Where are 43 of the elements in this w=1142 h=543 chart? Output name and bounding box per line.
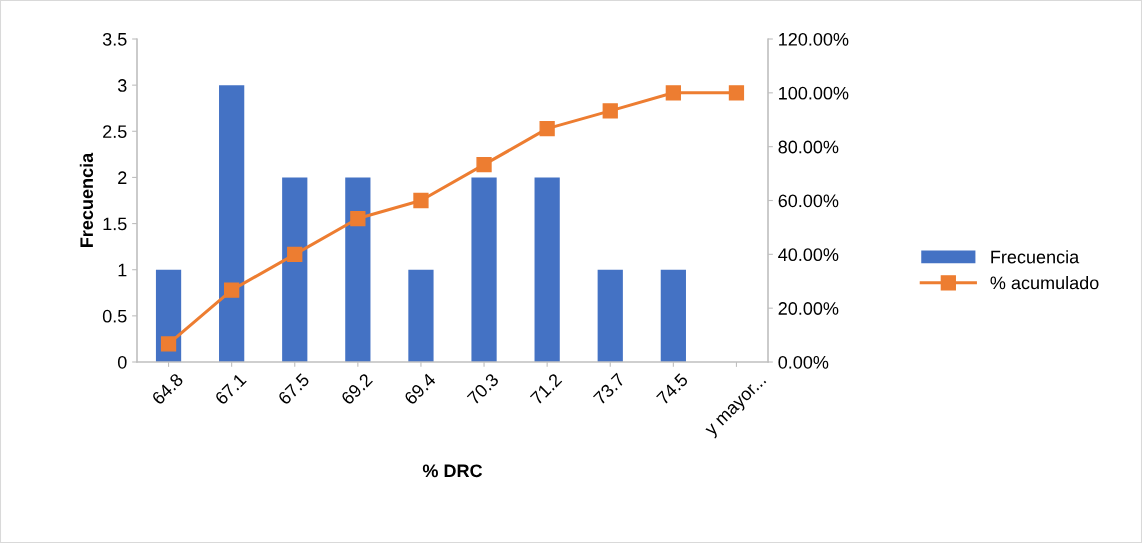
- y2-tick-label: 20.00%: [778, 302, 839, 315]
- y2-tick-label: 80.00%: [778, 140, 839, 154]
- y-tick-label: 1.5: [103, 217, 127, 231]
- y2-tick-label: 100.00%: [779, 86, 849, 100]
- bar: [534, 177, 560, 362]
- x-tick-label: 69.2: [340, 372, 374, 406]
- point: [728, 85, 745, 101]
- bar: [660, 269, 686, 362]
- point: [160, 336, 177, 352]
- bar: [219, 85, 245, 362]
- bar: [597, 269, 623, 362]
- x-tick-label: 69.4: [403, 372, 437, 406]
- point: [413, 192, 429, 209]
- point: [224, 282, 240, 298]
- y-tick-label: 0: [117, 355, 127, 369]
- y2-tick-label: 0.00%: [778, 355, 829, 369]
- y-tick-label: 1: [118, 263, 127, 277]
- legend-label: % acumulado: [990, 276, 1099, 290]
- bar: [345, 177, 371, 362]
- point: [602, 103, 618, 119]
- x-tick-label: 64.8: [151, 372, 184, 406]
- y-axis-title: Frecuencia: [79, 152, 94, 247]
- point: [539, 120, 555, 137]
- x-tick-label: 70.3: [466, 372, 500, 406]
- y-tick-label: 3: [117, 79, 127, 92]
- y-tick-label: 3.5: [102, 32, 127, 46]
- point: [476, 157, 492, 173]
- y2-tick-label: 120.00%: [779, 32, 849, 46]
- y2-tick-label: 40.00%: [778, 248, 839, 262]
- bar: [282, 177, 308, 362]
- y2-tick-label: 60.00%: [778, 194, 839, 208]
- y-tick-label: 2: [118, 171, 127, 184]
- legend-label: Frecuencia: [991, 250, 1080, 264]
- y-tick-label: 2.5: [103, 125, 127, 139]
- x-tick-label: 67.1: [214, 372, 247, 406]
- x-tick-label: 71.2: [529, 372, 563, 406]
- bar: [471, 177, 497, 362]
- y-tick-label: 0.5: [102, 309, 127, 323]
- bar: [408, 269, 434, 362]
- point: [665, 85, 681, 101]
- point: [350, 210, 366, 227]
- point: [287, 246, 303, 262]
- x-axis-title: % DRC: [422, 464, 483, 478]
